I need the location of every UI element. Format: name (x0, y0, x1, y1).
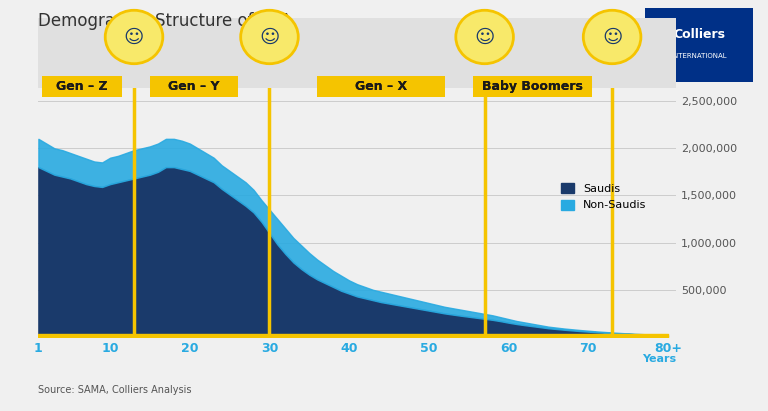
Text: Baby Boomers: Baby Boomers (482, 80, 583, 93)
Text: Gen – Y: Gen – Y (168, 80, 220, 93)
Text: Gen – Z: Gen – Z (56, 80, 108, 93)
Text: Gen – X: Gen – X (355, 80, 407, 93)
Text: Source: SAMA, Colliers Analysis: Source: SAMA, Colliers Analysis (38, 385, 192, 395)
Legend: Saudis, Non-Saudis: Saudis, Non-Saudis (557, 179, 651, 215)
Text: Demographic Structure of KSA: Demographic Structure of KSA (38, 12, 292, 30)
Text: INTERNATIONAL: INTERNATIONAL (671, 53, 727, 59)
Text: ☺: ☺ (260, 28, 280, 46)
Text: Colliers: Colliers (673, 28, 725, 41)
Text: Gen – Y: Gen – Y (168, 80, 220, 93)
Text: Baby Boomers: Baby Boomers (482, 80, 583, 93)
Text: ☺: ☺ (124, 28, 144, 46)
Text: Gen – X: Gen – X (355, 80, 407, 93)
Text: Gen – Z: Gen – Z (56, 80, 108, 93)
Text: Years: Years (642, 354, 676, 364)
Text: ☺: ☺ (602, 28, 622, 46)
Text: ☺: ☺ (475, 28, 495, 46)
